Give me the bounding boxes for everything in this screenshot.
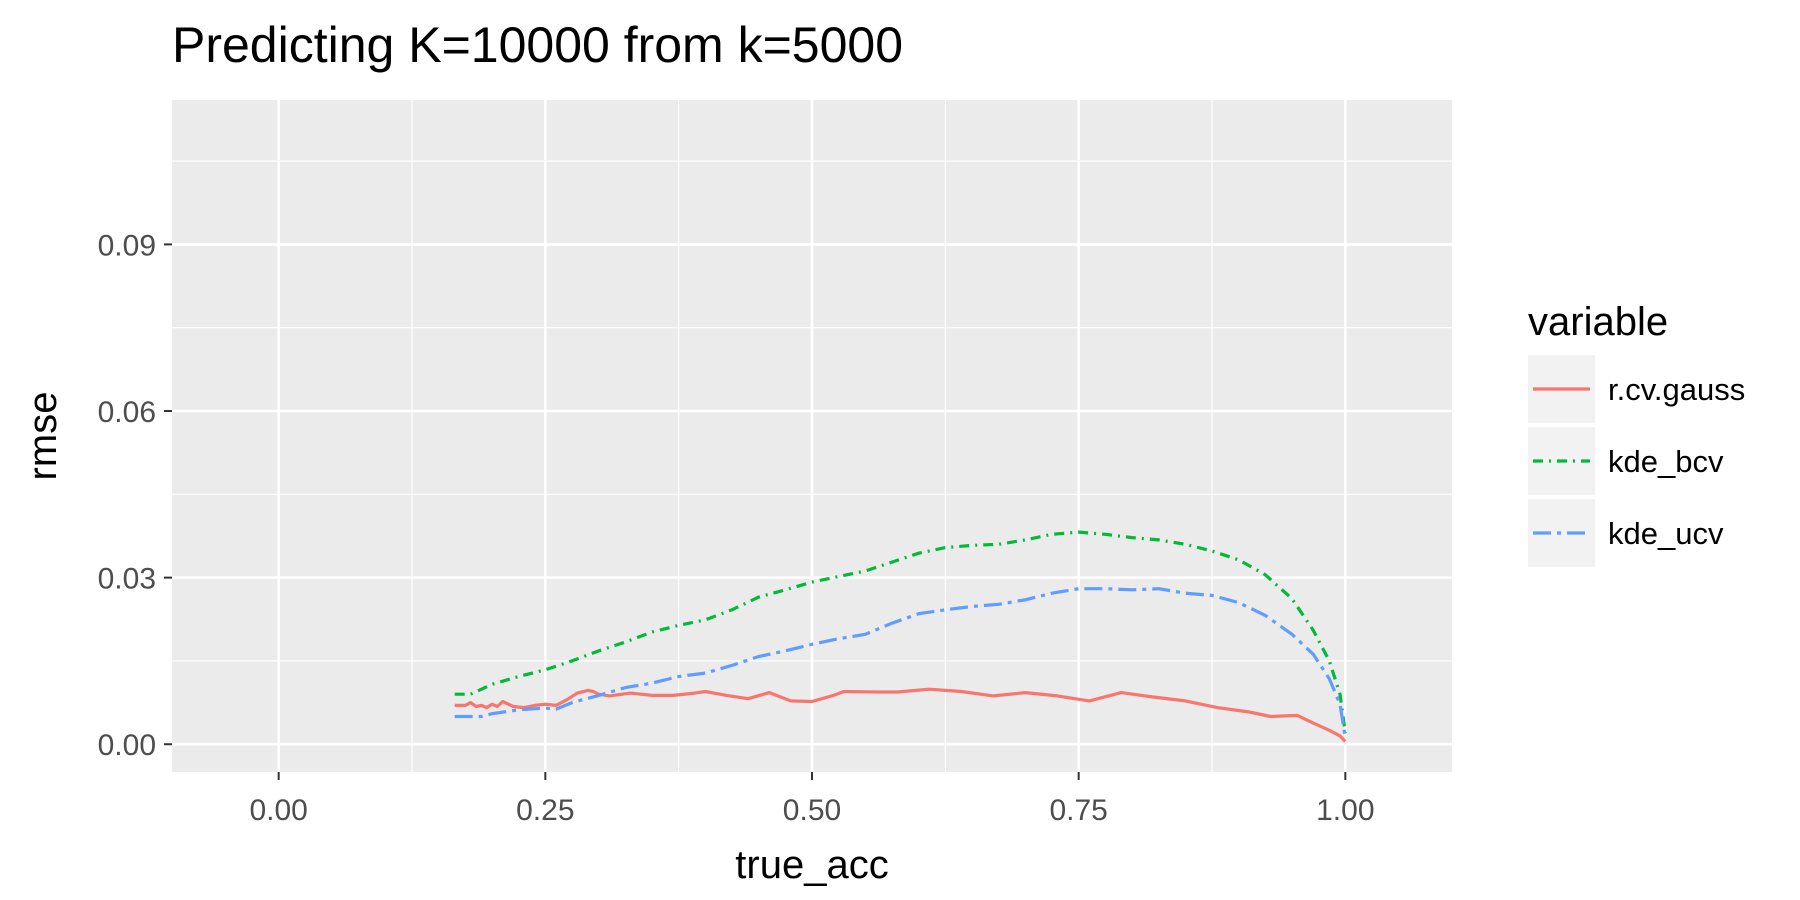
x-tick-label: 0.75 <box>1049 794 1107 827</box>
y-axis: 0.00 0.03 0.06 0.09 <box>98 229 172 762</box>
x-tick-label: 0.00 <box>249 794 307 827</box>
series-line-r-cv-gauss <box>454 687 1347 743</box>
major-gridlines <box>172 100 1452 772</box>
legend-label: r.cv.gauss <box>1608 372 1745 407</box>
series-line-kde-bcv <box>454 530 1347 734</box>
x-axis: 0.00 0.25 0.50 0.75 1.00 <box>249 772 1375 827</box>
series-line-kde-ucv <box>454 587 1347 738</box>
y-tick-label: 0.06 <box>98 396 156 429</box>
series-layer <box>454 530 1347 743</box>
chart-title: Predicting K=10000 from k=5000 <box>172 17 903 73</box>
legend-label: kde_ucv <box>1608 516 1724 551</box>
x-axis-title: true_acc <box>735 843 888 887</box>
legend-title: variable <box>1528 300 1668 344</box>
legend-label: kde_bcv <box>1608 444 1724 479</box>
y-tick-label: 0.03 <box>98 563 156 596</box>
y-tick-label: 0.09 <box>98 229 156 262</box>
x-tick-label: 0.50 <box>783 794 841 827</box>
legend: variable r.cv.gauss kde_bcv kde_ucv <box>1528 300 1745 567</box>
x-tick-label: 1.00 <box>1316 794 1374 827</box>
x-tick-label: 0.25 <box>516 794 574 827</box>
y-tick-label: 0.00 <box>98 729 156 762</box>
y-axis-title: rmse <box>21 392 65 481</box>
